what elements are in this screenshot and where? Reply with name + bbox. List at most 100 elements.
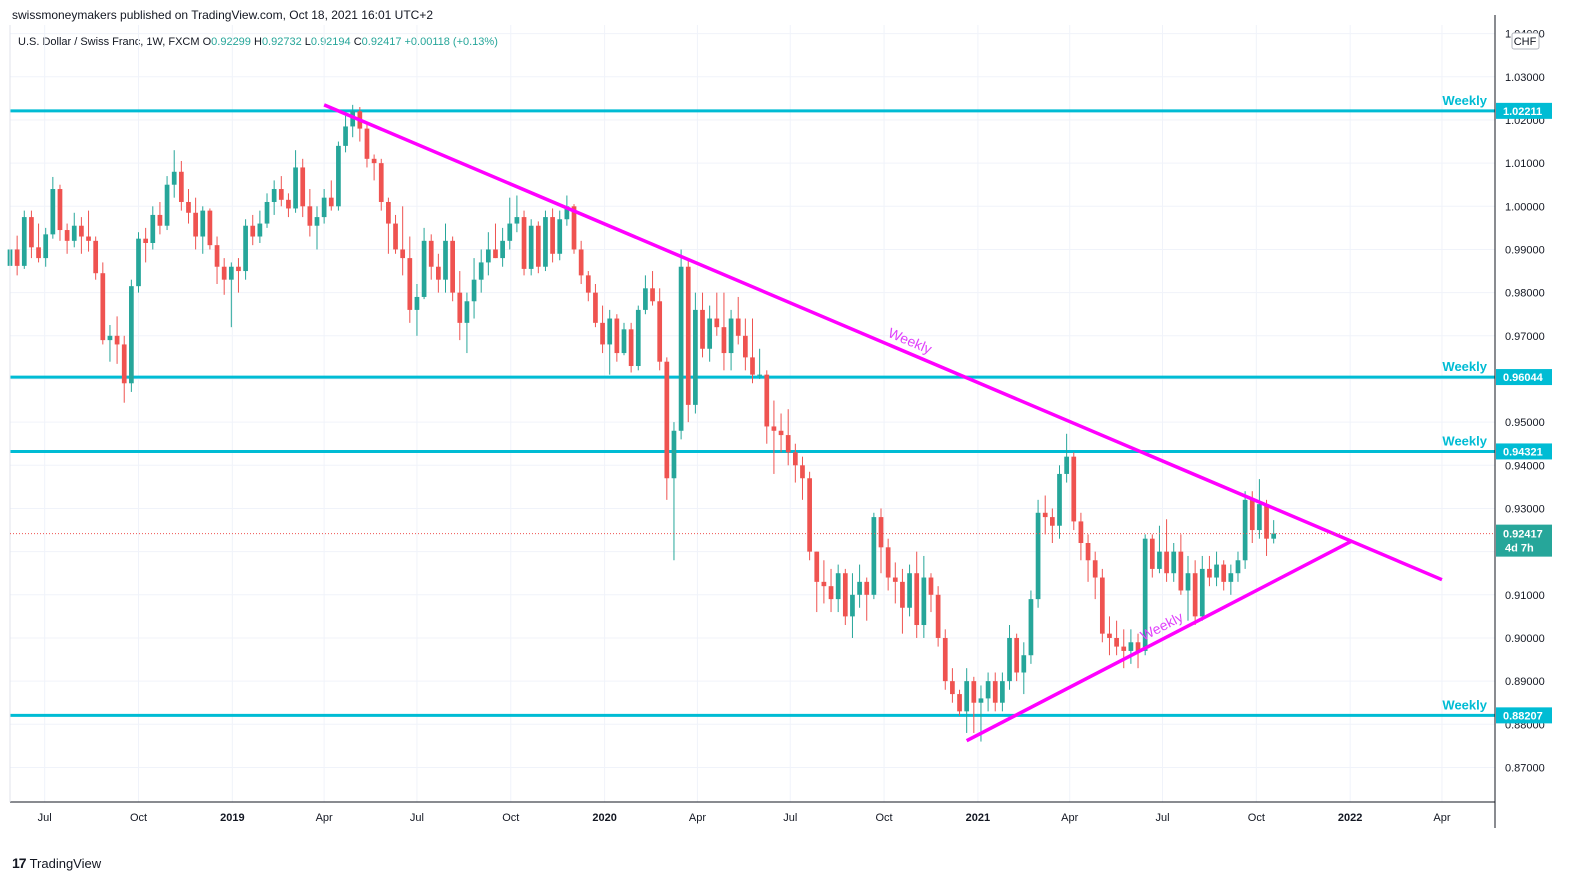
trendline [965,539,1354,743]
candle-body [878,517,884,548]
ohlc-close-label: C [353,36,362,48]
candle-body [250,225,256,237]
candle-body [693,309,698,405]
x-tick-label: 2019 [220,812,244,824]
candle-body [171,171,177,185]
candle-body [992,681,998,703]
candle-body [514,217,520,224]
candle-body [671,430,677,479]
symbol-legend: U.S. Dollar / Swiss Franc, 1W, FXCM O0.9… [18,36,498,48]
x-tick-label: Jul [38,812,52,824]
candle-body [650,288,655,302]
x-tick-label: Oct [876,812,893,824]
y-tick-label: 0.94000 [1505,460,1545,472]
x-tick-label: Jul [410,812,424,824]
candle-body [1107,633,1112,638]
candle-body [443,240,448,280]
candle-body [828,586,834,600]
candle-body [64,230,70,241]
y-tick-label: 0.99000 [1505,244,1545,256]
candle-body [79,225,84,237]
candle-body [86,236,91,241]
candle-body [1114,637,1119,647]
level-price-text: 0.96044 [1503,372,1544,384]
candle-body [1242,499,1248,561]
candle-body [857,581,862,595]
candle-body [129,286,134,384]
candle-body [535,225,541,267]
candle-body [792,452,798,466]
symbol-name: U.S. Dollar / Swiss Franc, 1W, FXCM [18,36,200,48]
candle-body [1185,573,1191,591]
candle-body [136,238,141,287]
candle-body [1071,456,1077,522]
candle-body [29,217,34,248]
current-price-tag [1496,524,1552,557]
candle-body [685,266,691,405]
candle-body [1257,504,1262,531]
candle-body [1078,521,1084,543]
candle-body [557,219,563,254]
y-tick-label: 0.90000 [1505,633,1545,645]
candle-body [707,318,713,349]
candle-body [1264,504,1269,539]
candle-body [957,694,962,712]
ohlc-open: O0.92299 [203,36,251,48]
candle-body [571,206,577,250]
candle-body [478,262,484,280]
y-tick-label: 1.01000 [1505,158,1545,170]
candle-body [585,275,591,293]
y-tick-label: 0.98000 [1505,288,1545,300]
candle-body [457,292,463,323]
weekly-level-label: Weekly [1442,433,1487,448]
candle-body [550,217,555,254]
candle-body [107,335,113,341]
candle-body [157,214,163,226]
publisher-line: swissmoneymakers published on TradingVie… [12,8,433,22]
y-tick-label: 1.03000 [1505,72,1545,84]
candle-body [842,573,848,617]
candle-body [850,594,855,617]
candle-body [43,234,49,259]
candle-body [1049,517,1055,526]
candle-body [1235,560,1241,574]
tradingview-brand[interactable]: 17 TradingView [12,855,101,871]
candle-body [942,637,948,682]
candle-body [293,167,298,209]
level-price-text: 0.88207 [1503,710,1543,722]
candle-body [807,478,812,552]
candle-body [1271,533,1277,539]
candle-body [164,184,170,226]
candle-body [885,547,891,578]
price-tags: 1.02211 0.96044 0.94321 0.88207 0.92417 4d 7h [10,102,1552,724]
candle-body [371,158,377,164]
y-tick-label: 0.87000 [1505,762,1545,774]
candle-body [485,249,491,263]
candle-body [150,214,156,243]
candle-body [178,171,184,202]
candle-body [407,258,413,310]
candle-body [750,357,755,375]
candle-body [71,225,77,241]
candle-body [528,225,534,269]
candle-body [914,573,920,626]
candle-body [464,301,470,323]
candle-body [643,288,648,310]
weekly-level-label: Weekly [1442,93,1487,108]
trendline [323,103,1443,582]
candle-body [764,374,770,427]
candle-body [600,322,605,345]
candle-body [664,361,670,479]
candle-body [1028,599,1034,656]
brand-name: TradingView [29,855,102,871]
candle-body [278,189,284,200]
candle-body [728,318,734,354]
ohlc-open-value: 0.92299 [211,36,251,48]
candle-body [1214,564,1219,578]
x-tick-label: 2022 [1338,812,1362,824]
candle-body [378,163,384,202]
candle-body [507,223,513,241]
candle-body [821,581,827,587]
candle-body [193,212,198,237]
